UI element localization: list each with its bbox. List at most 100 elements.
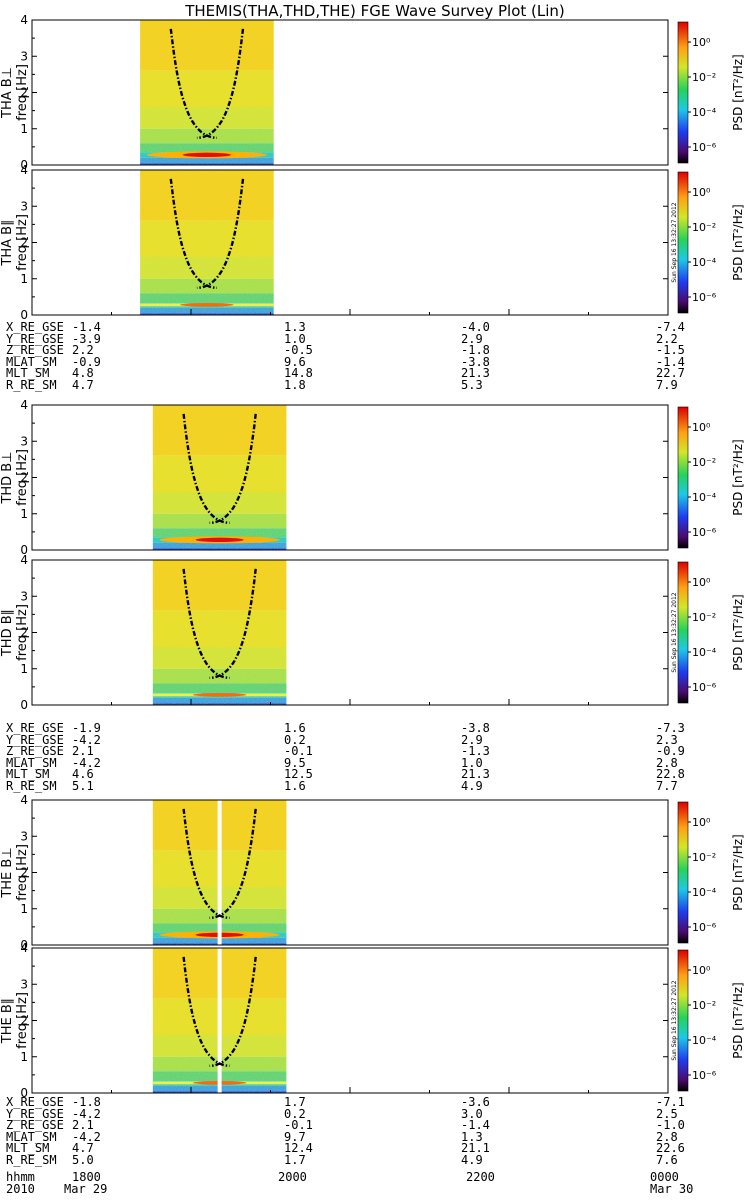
colorbar-tick-label: 10⁻⁴ — [692, 106, 717, 119]
gyrofrequency-trace — [169, 28, 217, 139]
ephemeris-value: 12.5 — [284, 767, 313, 781]
y-tick-label: 0 — [20, 543, 28, 557]
ephemeris-value: 2.1 — [72, 1118, 94, 1132]
y-axis-title: freq [Hz] — [15, 844, 30, 901]
colorbar-title: PSD [nT²/Hz] — [731, 204, 745, 280]
ephemeris-value: 5.1 — [72, 778, 94, 793]
ephemeris-value: 9.7 — [284, 1129, 306, 1144]
y-tick-label: 4 — [20, 163, 28, 177]
ephemeris-value: 2.2 — [72, 343, 94, 357]
colorbar-title: PSD [nT²/Hz] — [731, 982, 745, 1058]
y-tick-label: 2 — [20, 236, 28, 250]
time-axis-date-start: Mar 29 — [64, 1181, 108, 1196]
y-tick-label: 1 — [20, 507, 28, 521]
ephemeris-value: 2.5 — [656, 1106, 678, 1121]
colorbar-tick-label: 10⁻⁴ — [692, 1034, 717, 1047]
ephemeris-value: 2.2 — [656, 331, 678, 346]
spectrogram-panel: 0 1 2 3 4 THA B⊥ freq [Hz] 10⁰ 10⁻² 10⁻⁴ 10⁻⁶ PSD [… — [0, 13, 745, 172]
ephemeris-row: X_RE_GSE -1.8 1.7 -3.6 -7.1 — [6, 1095, 746, 1109]
ephemeris-value: -1.9 — [72, 721, 101, 735]
spectrogram-texture — [152, 405, 287, 550]
ephemeris-value: 1.7 — [284, 1152, 306, 1167]
plot-timestamp: Sun Sep 16 13:32:27 2012 — [671, 202, 678, 282]
colorbar-tick-label: 10⁰ — [692, 36, 711, 49]
panel-label: THD B∥ — [0, 609, 15, 657]
spectrogram-panel: 0 1 2 3 4 THE B⊥ freq [Hz] 10⁰ 10⁻² 10⁻⁴ 10⁻⁶ PSD [… — [0, 793, 745, 952]
panel-label: THD B⊥ — [0, 451, 15, 504]
ephemeris-value: 1.6 — [284, 778, 306, 793]
ephemeris-value: 1.0 — [461, 755, 483, 770]
ephemeris-value: 5.3 — [461, 377, 483, 392]
ephemeris-row: MLAT_SM -4.2 9.5 1.0 2.8 — [6, 755, 746, 770]
gyrofrequency-trace — [182, 808, 230, 919]
ephemeris-value: -1.4 — [656, 354, 685, 369]
ephemeris-label: Y_RE_GSE — [6, 331, 64, 346]
time-axis-tick-2000: 2000 — [278, 1170, 307, 1184]
colorbar-tick-label: 10⁰ — [692, 421, 711, 434]
colorbar-title: PSD [nT²/Hz] — [731, 834, 745, 910]
spectrogram-texture — [140, 20, 274, 165]
gyrofrequency-trace — [182, 568, 230, 679]
ephemeris-label: MLAT_SM — [6, 755, 57, 770]
y-tick-label: 2 — [20, 626, 28, 640]
time-axis-row-date: 2010 Mar 29 Mar 30 — [6, 1181, 746, 1196]
ephemeris-row: X_RE_GSE -1.9 1.6 -3.8 -7.3 — [6, 721, 746, 735]
gyrofrequency-trace — [196, 178, 245, 289]
y-tick-label: 2 — [20, 86, 28, 100]
ephemeris-value: -4.2 — [72, 732, 101, 747]
colorbar — [677, 406, 689, 549]
colorbar — [677, 801, 689, 944]
ephemeris-row: Z_RE_GSE 2.2 -0.5 -1.8 -1.5 — [6, 343, 746, 357]
ephemeris-label: R_RE_SM — [6, 778, 57, 793]
spectrogram-texture — [140, 170, 274, 315]
colorbar-tick-label: 10⁰ — [692, 186, 711, 199]
colorbar-tick-label: 10⁻² — [692, 999, 716, 1012]
y-tick-label: 4 — [20, 398, 28, 412]
ephemeris-label: Y_RE_GSE — [6, 1106, 64, 1121]
ephemeris-value: 4.9 — [461, 1152, 483, 1167]
ephemeris-label: X_RE_GSE — [6, 1095, 64, 1109]
ephemeris-value: -1.4 — [72, 320, 101, 334]
ephemeris-row: MLAT_SM -4.2 9.7 1.3 2.8 — [6, 1129, 746, 1144]
gyrofrequency-trace — [196, 28, 245, 139]
colorbar-tick-label: 10⁻⁶ — [692, 141, 717, 154]
ephemeris-value: 22.7 — [656, 366, 685, 380]
ephemeris-table-tha: X_RE_GSE -1.4 1.3 -4.0 -7.4 Y_RE_GSE -3.9 1.0 2.… — [6, 320, 746, 392]
ephemeris-value: -3.8 — [461, 721, 490, 735]
spectral-peak-core — [195, 537, 244, 543]
ephemeris-value: 2.9 — [461, 732, 483, 747]
y-axis-title: freq [Hz] — [15, 992, 30, 1049]
colorbar — [677, 171, 689, 314]
spectral-peak — [180, 303, 234, 307]
y-tick-label: 3 — [20, 199, 28, 213]
y-tick-label: 4 — [20, 941, 28, 955]
y-tick-label: 1 — [20, 662, 28, 676]
panel-label: THA B∥ — [0, 219, 15, 266]
time-axis: hhmm 1800 2000 2200 0000 2010 Mar 29 Mar… — [6, 1170, 746, 1196]
y-tick-label: 3 — [20, 49, 28, 63]
colorbar-tick-label: 10⁻⁶ — [692, 291, 717, 304]
ephemeris-value: 2.1 — [72, 744, 94, 758]
ephemeris-label: R_RE_SM — [6, 1152, 57, 1167]
ephemeris-row: R_RE_SM 5.1 1.6 4.9 7.7 — [6, 778, 746, 793]
ephemeris-value: -1.8 — [461, 343, 490, 357]
gyrofrequency-trace — [209, 808, 257, 919]
y-tick-label: 2 — [20, 1014, 28, 1028]
ephemeris-value: 1.3 — [284, 320, 306, 334]
ephemeris-value: -0.9 — [656, 744, 685, 758]
y-tick-label: 1 — [20, 902, 28, 916]
colorbar-tick-label: 10⁻⁶ — [692, 1069, 717, 1082]
ephemeris-value: -1.3 — [461, 744, 490, 758]
ephemeris-row: MLT_SM 4.7 12.4 21.1 22.6 — [6, 1142, 746, 1155]
spectrogram-texture — [152, 560, 287, 705]
ephemeris-value: 3.0 — [461, 1106, 483, 1121]
ephemeris-label: Z_RE_GSE — [6, 343, 64, 357]
ephemeris-value: 1.0 — [284, 331, 306, 346]
panel-frame — [31, 559, 669, 706]
colorbar-tick-label: 10⁻⁴ — [692, 491, 717, 504]
ephemeris-label: MLT_SM — [6, 767, 50, 781]
gyrofrequency-trace — [169, 178, 217, 289]
plot-timestamp: Sun Sep 16 13:32:27 2012 — [671, 592, 678, 672]
colorbar — [677, 21, 689, 164]
colorbar-tick-label: 10⁻² — [692, 611, 716, 624]
